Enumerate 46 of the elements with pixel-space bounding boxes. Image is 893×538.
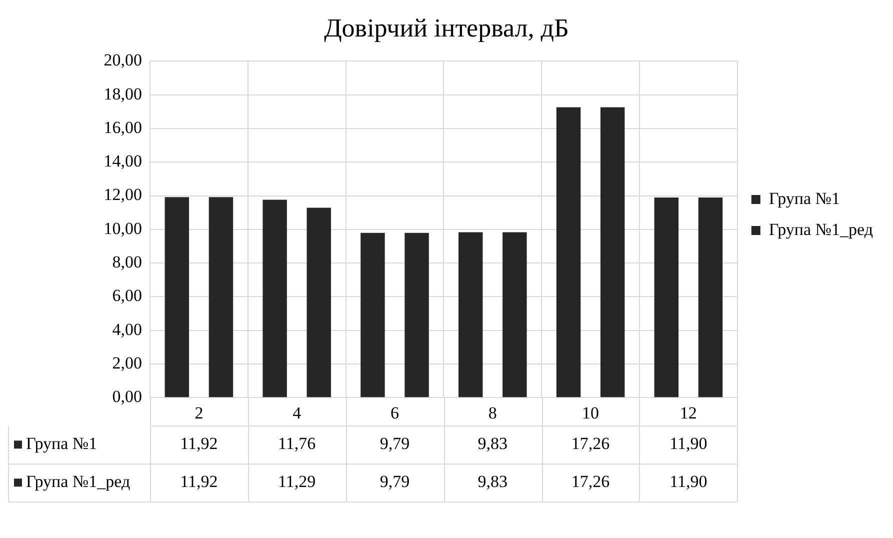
bar — [698, 197, 723, 398]
legend-label: Група №1_ред — [768, 220, 874, 239]
data-label: 11,29 — [278, 472, 316, 492]
bar — [306, 208, 331, 398]
y-tick-label: 10,00 — [104, 218, 142, 238]
data-label: 9,83 — [478, 434, 508, 454]
y-tick-label: 16,00 — [104, 118, 142, 137]
bar — [404, 232, 429, 398]
y-tick-label: 18,00 — [104, 84, 142, 104]
data-label: 11,76 — [278, 434, 316, 454]
data-label: 9,79 — [380, 434, 410, 454]
x-tick-label: 10 — [582, 403, 600, 422]
y-tick-label: 12,00 — [104, 185, 142, 204]
data-label: 9,83 — [478, 472, 508, 492]
bar — [262, 200, 287, 398]
y-tick-label: 6,00 — [112, 286, 142, 306]
bar — [654, 197, 679, 398]
bar — [600, 107, 625, 398]
x-tick-label: 2 — [194, 403, 204, 422]
bar — [556, 107, 581, 398]
data-label: 17,26 — [571, 434, 610, 454]
y-tick-label: 20,00 — [104, 50, 142, 70]
data-label: 17,26 — [571, 472, 610, 492]
x-tick-label: 4 — [292, 403, 302, 422]
chart-title: Довірчий інтервал, дБ — [324, 13, 569, 42]
data-label: 11,92 — [180, 434, 218, 454]
y-tick-label: 14,00 — [104, 152, 142, 171]
x-tick-label: 8 — [488, 403, 497, 422]
y-tick-label: 8,00 — [112, 252, 142, 272]
bar — [360, 232, 385, 398]
bar — [502, 232, 527, 398]
data-label: 11,90 — [670, 434, 708, 454]
text: Група №1 — [768, 188, 840, 208]
data-label: 11,90 — [670, 472, 708, 492]
data-label: 9,79 — [380, 472, 410, 492]
data-label: 11,92 — [180, 472, 218, 492]
legend-label: Група №1 — [26, 434, 98, 454]
x-tick-label: 6 — [390, 403, 399, 422]
bar — [164, 197, 190, 398]
y-tick-label: 4,00 — [112, 320, 142, 339]
bar — [208, 197, 234, 398]
x-tick-label: 12 — [680, 403, 697, 422]
text: Група №1_ред — [26, 472, 130, 492]
y-tick-label: 2,00 — [112, 353, 142, 372]
y-tick-label: 0,00 — [112, 387, 142, 406]
bar — [458, 232, 483, 398]
